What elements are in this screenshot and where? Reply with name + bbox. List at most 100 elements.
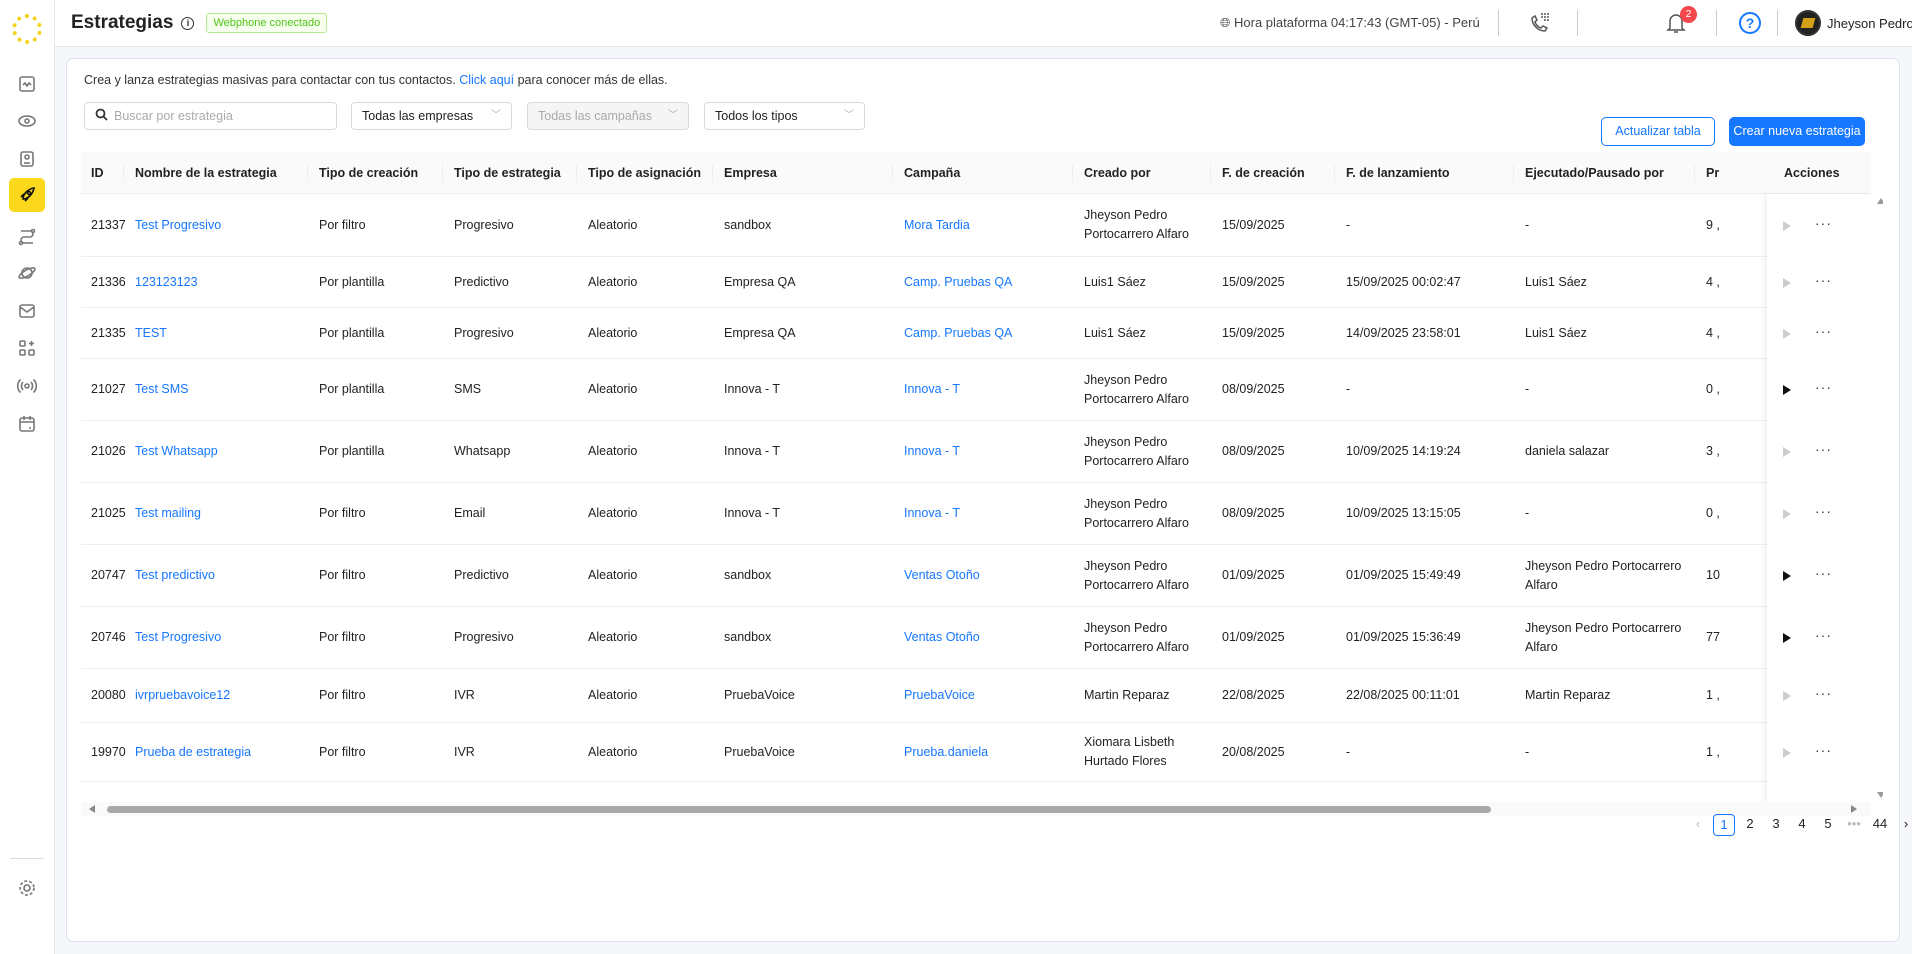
page-last[interactable]: 44 (1872, 816, 1888, 831)
activity-icon[interactable] (9, 67, 45, 101)
cell-campaign[interactable]: Innova - T (904, 359, 1076, 420)
name-text[interactable]: Test Progresivo (135, 630, 222, 644)
name-text[interactable]: Test SMS (135, 382, 189, 396)
campaign-text[interactable]: Prueba.daniela (904, 744, 989, 759)
cell-assignment-type: Aleatorio (588, 359, 716, 420)
cell-name[interactable]: Test Progresivo (135, 194, 311, 256)
campaign-text[interactable]: PruebaVoice (904, 688, 975, 702)
page-1[interactable]: 1 (1713, 814, 1735, 836)
cell-name[interactable]: ivrpruebavoice12 (135, 669, 311, 722)
apps-icon[interactable] (9, 331, 45, 365)
create-strategy-button[interactable]: Crear nueva estrategia (1729, 117, 1865, 146)
cell-name[interactable]: Test predictivo (135, 545, 311, 606)
cell-campaign[interactable]: Ventas Otoño (904, 607, 1076, 668)
broadcast-icon[interactable] (9, 369, 45, 403)
name-text[interactable]: ivrpruebavoice12 (135, 688, 231, 702)
campaign-text[interactable]: Ventas Otoño (904, 630, 980, 644)
cell-campaign[interactable]: Ventas Otoño (904, 545, 1076, 606)
play-icon (1783, 328, 1791, 339)
more-options-icon[interactable]: ··· (1815, 627, 1832, 643)
name-text[interactable]: Test mailing (135, 506, 201, 520)
scroll-up-icon[interactable] (1877, 198, 1883, 204)
more-options-icon[interactable]: ··· (1815, 741, 1832, 758)
name-text[interactable]: Test predictivo (135, 568, 215, 582)
dialpad-phone-icon[interactable] (1527, 10, 1553, 36)
scroll-down-icon[interactable] (1877, 792, 1883, 798)
cell-strategy-type: Email (454, 483, 580, 544)
learn-more-link[interactable]: Click aquí (459, 73, 515, 87)
more-options-icon[interactable]: ··· (1815, 322, 1832, 339)
page-3[interactable]: 3 (1772, 816, 1780, 831)
more-options-icon[interactable]: ··· (1815, 503, 1832, 519)
campaign-text[interactable]: Innova - T (904, 444, 961, 458)
cell-campaign[interactable]: Mora Tardia (904, 194, 1076, 256)
user-menu[interactable]: Jheyson Pedro ⌄ (1827, 0, 1912, 46)
cell-campaign[interactable]: Camp. Pruebas QA (904, 308, 1076, 358)
bell-icon[interactable] (1663, 10, 1689, 36)
scroll-right-icon[interactable] (1851, 805, 1857, 813)
cell-progress: 10 (1706, 545, 1756, 606)
page-5[interactable]: 5 (1824, 816, 1832, 831)
cell-campaign[interactable]: Innova - T (904, 483, 1076, 544)
campaign-text[interactable]: Innova - T (904, 506, 961, 520)
company-select[interactable]: Todas las empresas ﹀ (351, 102, 512, 130)
cell-campaign[interactable]: Innova - T (904, 421, 1076, 482)
cell-campaign[interactable]: Prueba.daniela (904, 723, 1076, 781)
avatar[interactable] (1795, 10, 1821, 36)
cell-name[interactable]: Prueba de estrategia (135, 723, 311, 781)
prev-page-button[interactable]: ‹ (1695, 816, 1701, 831)
campaign-text[interactable]: Camp. Pruebas QA (904, 325, 1013, 340)
flow-icon[interactable] (9, 219, 45, 253)
rocket-icon[interactable] (9, 178, 45, 212)
page-4[interactable]: 4 (1798, 816, 1806, 831)
cell-name[interactable]: 123123123 (135, 257, 311, 307)
cell-progress: 0 , (1706, 483, 1756, 544)
cell-campaign[interactable]: Camp. Pruebas QA (904, 257, 1076, 307)
horizontal-scrollbar[interactable] (81, 802, 1871, 816)
name-text[interactable]: 123123123 (135, 274, 198, 289)
campaign-text[interactable]: Ventas Otoño (904, 568, 980, 582)
cell-created-by: Jheyson Pedro Portocarrero Alfaro (1084, 194, 1214, 256)
more-options-icon[interactable]: ··· (1815, 565, 1832, 581)
play-icon[interactable] (1783, 571, 1791, 581)
name-text[interactable]: Test Progresivo (135, 217, 222, 232)
user-name[interactable]: Jheyson Pedro (1827, 15, 1912, 31)
vertical-scrollbar[interactable] (1875, 194, 1883, 802)
campaign-text[interactable]: Camp. Pruebas QA (904, 274, 1013, 289)
scrollbar-thumb[interactable] (107, 806, 1491, 813)
play-icon[interactable] (1783, 385, 1791, 395)
name-text[interactable]: Prueba de estrategia (135, 744, 252, 759)
search-input[interactable] (114, 109, 324, 123)
name-text[interactable]: Test Whatsapp (135, 444, 218, 458)
cell-name[interactable]: Test Whatsapp (135, 421, 311, 482)
play-icon[interactable] (1783, 633, 1791, 643)
more-options-icon[interactable]: ··· (1815, 685, 1832, 701)
planet-icon[interactable] (9, 256, 45, 290)
cell-name[interactable]: Test SMS (135, 359, 311, 420)
campaign-text[interactable]: Mora Tardia (904, 217, 970, 232)
campaign-text[interactable]: Innova - T (904, 382, 961, 396)
mail-icon[interactable] (9, 294, 45, 328)
more-options-icon[interactable]: ··· (1815, 441, 1832, 457)
name-text[interactable]: TEST (135, 325, 167, 340)
more-options-icon[interactable]: ··· (1815, 214, 1832, 231)
more-options-icon[interactable]: ··· (1815, 379, 1832, 395)
scroll-left-icon[interactable] (89, 805, 95, 813)
cell-campaign[interactable]: PruebaVoice (904, 669, 1076, 722)
next-page-button[interactable]: › (1903, 816, 1909, 831)
eye-icon[interactable] (9, 104, 45, 138)
more-options-icon[interactable]: ··· (1815, 271, 1832, 288)
info-icon[interactable]: i (181, 16, 195, 30)
page-2[interactable]: 2 (1746, 816, 1754, 831)
calendar-icon[interactable] (9, 407, 45, 441)
refresh-table-button[interactable]: Actualizar tabla (1601, 117, 1715, 146)
executed-by-text: - (1525, 382, 1530, 396)
cell-name[interactable]: Test mailing (135, 483, 311, 544)
contacts-icon[interactable] (9, 142, 45, 176)
search-box[interactable] (84, 102, 337, 130)
type-select[interactable]: Todos los tipos ﹀ (704, 102, 865, 130)
gear-icon[interactable] (9, 871, 45, 905)
cell-name[interactable]: Test Progresivo (135, 607, 311, 668)
help-icon[interactable]: ? (1739, 12, 1761, 34)
cell-name[interactable]: TEST (135, 308, 311, 358)
